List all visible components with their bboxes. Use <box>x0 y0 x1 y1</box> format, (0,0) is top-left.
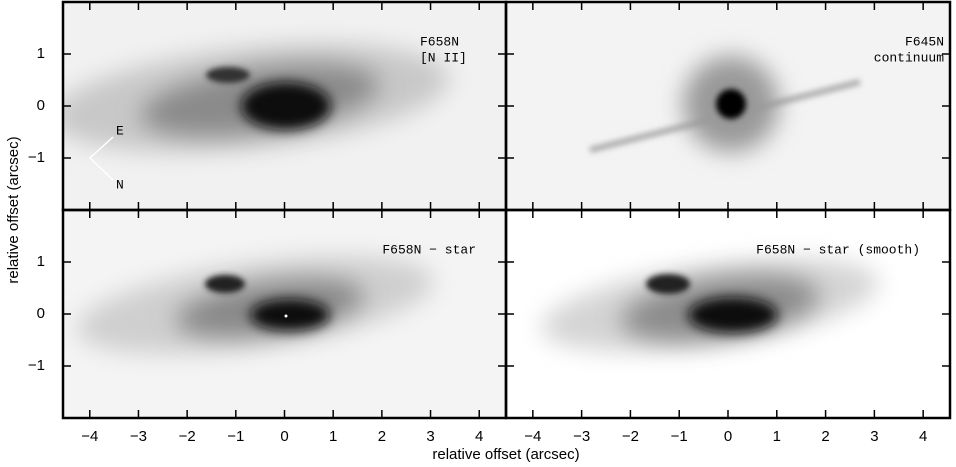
image-f645n <box>506 2 950 210</box>
x-tick-label: 4 <box>919 428 927 445</box>
x-tick-label: −1 <box>671 428 688 445</box>
x-tick-label: −1 <box>227 428 244 445</box>
compass <box>88 136 114 181</box>
x-tick-label: 2 <box>378 428 386 445</box>
image-star-subtracted-smooth <box>506 210 950 418</box>
x-tick-label: −3 <box>130 428 147 445</box>
y-tick-label: 0 <box>37 305 45 322</box>
y-tick-label: 1 <box>37 45 45 62</box>
y-tick-label: 1 <box>37 253 45 270</box>
y-tick-label: 0 <box>37 97 45 114</box>
compass-label: E <box>116 123 124 138</box>
x-tick-label: 1 <box>329 428 337 445</box>
x-tick-label: −2 <box>622 428 639 445</box>
x-tick-label: 0 <box>724 428 732 445</box>
image-f658n <box>63 2 506 210</box>
x-tick-label: −4 <box>81 428 98 445</box>
panel-label: [N II] <box>420 50 467 65</box>
x-tick-label: −3 <box>573 428 590 445</box>
x-tick-label: 3 <box>870 428 878 445</box>
x-tick-label: 4 <box>475 428 483 445</box>
x-tick-label: 3 <box>426 428 434 445</box>
panel-label: F658N <box>420 34 459 49</box>
panel-label: F645N <box>905 34 944 49</box>
panel-label: continuum <box>874 50 944 65</box>
y-tick-label: −1 <box>28 149 45 166</box>
compass-label: N <box>116 177 124 192</box>
x-axis-label: relative offset (arcsec) <box>432 446 579 463</box>
x-tick-label: −2 <box>179 428 196 445</box>
x-tick-label: 0 <box>280 428 288 445</box>
panel-label: F658N − star (smooth) <box>756 242 920 257</box>
y-axis-label: relative offset (arcsec) <box>5 136 22 283</box>
x-tick-label: 2 <box>821 428 829 445</box>
y-tick-label: −1 <box>28 357 45 374</box>
panel-label: F658N − star <box>382 242 476 257</box>
x-tick-label: −4 <box>524 428 541 445</box>
image-star-subtracted <box>63 210 506 418</box>
x-tick-label: 1 <box>773 428 781 445</box>
